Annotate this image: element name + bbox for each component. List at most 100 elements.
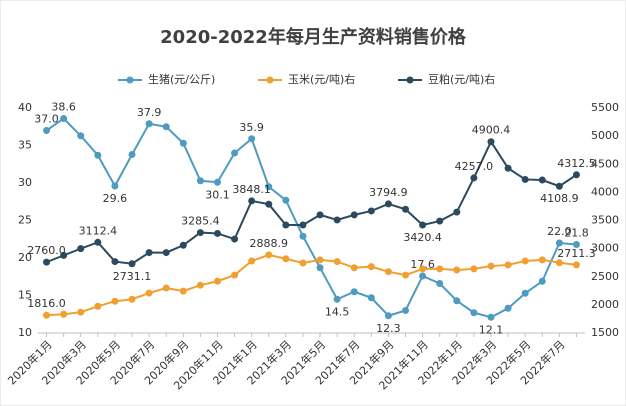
point	[231, 271, 239, 279]
y-tick-label: 10	[18, 326, 32, 339]
y-tick-label: 15	[18, 289, 32, 302]
data-label: 12.1	[479, 323, 504, 336]
point	[196, 177, 204, 185]
point	[111, 297, 119, 305]
data-label: 12.3	[376, 322, 401, 335]
legend-label: 豆粕(元/吨)右	[428, 72, 495, 86]
data-label: 1816.0	[27, 297, 66, 310]
point	[572, 241, 580, 248]
point	[384, 312, 392, 320]
point	[402, 205, 410, 213]
point	[145, 289, 153, 297]
point	[265, 183, 273, 191]
point	[231, 235, 239, 243]
point	[487, 262, 495, 270]
point	[504, 304, 512, 312]
point	[384, 268, 392, 276]
point	[470, 265, 478, 273]
point	[419, 221, 427, 229]
point	[162, 249, 170, 257]
y-tick-label: 25	[18, 214, 32, 227]
point	[282, 196, 290, 204]
point	[453, 266, 461, 274]
point	[367, 207, 375, 215]
point	[504, 164, 512, 172]
point	[213, 178, 221, 186]
point	[128, 151, 136, 158]
y2-tick-label: 2000	[591, 298, 619, 311]
data-label: 21.8	[564, 227, 589, 240]
point	[299, 259, 307, 267]
data-label: 2888.9	[250, 237, 289, 250]
point	[43, 311, 51, 319]
point	[538, 277, 546, 285]
y2-tick-label: 4500	[591, 157, 619, 170]
point	[436, 265, 444, 273]
point	[402, 271, 410, 279]
point	[248, 197, 256, 205]
point	[77, 245, 85, 253]
point	[282, 221, 290, 229]
point	[128, 295, 136, 303]
legend-marker	[266, 76, 274, 84]
point	[453, 297, 461, 305]
data-label: 2760.0	[27, 244, 66, 257]
point	[145, 120, 153, 128]
point	[470, 174, 478, 182]
point	[453, 208, 461, 216]
point	[470, 309, 478, 317]
point	[77, 132, 85, 140]
point	[162, 284, 170, 292]
point	[521, 289, 529, 297]
point	[350, 288, 358, 296]
data-label: 2731.1	[113, 270, 152, 283]
data-label: 4312.5	[557, 157, 596, 170]
data-label: 4900.4	[472, 124, 511, 137]
point	[350, 264, 358, 272]
point	[213, 277, 221, 285]
y-tick-label: 30	[18, 176, 32, 189]
point	[555, 239, 563, 247]
data-label: 37.9	[137, 106, 162, 119]
point	[111, 182, 119, 190]
point	[179, 241, 187, 249]
point	[316, 256, 324, 264]
data-label: 17.6	[410, 258, 435, 271]
point	[94, 238, 102, 246]
y2-tick-label: 2500	[591, 270, 619, 283]
point	[538, 176, 546, 184]
legend-marker	[406, 76, 414, 84]
data-label: 35.9	[239, 121, 264, 134]
point	[402, 307, 410, 314]
point	[367, 263, 375, 271]
y2-tick-label: 3000	[591, 242, 619, 255]
data-label: 37.0	[34, 113, 59, 126]
point	[316, 211, 324, 219]
point	[145, 249, 153, 257]
point	[487, 313, 495, 321]
point	[162, 123, 170, 131]
data-label: 3285.4	[181, 215, 220, 228]
data-label: 22.0	[547, 225, 572, 238]
point	[94, 302, 102, 310]
point	[367, 294, 375, 302]
point	[299, 232, 307, 240]
point	[555, 182, 563, 190]
point	[555, 259, 563, 267]
data-label: 4108.9	[540, 192, 579, 205]
point	[77, 308, 85, 316]
point	[196, 281, 204, 289]
point	[419, 265, 427, 273]
point	[572, 171, 580, 179]
point	[538, 256, 546, 264]
y2-tick-label: 5500	[591, 101, 619, 114]
point	[316, 264, 324, 272]
y2-tick-label: 1500	[591, 326, 619, 339]
point	[43, 127, 51, 134]
data-label: 14.5	[325, 305, 350, 318]
point	[111, 258, 119, 266]
legend-marker	[126, 76, 134, 84]
chart-title: 2020-2022年每月生产资料销售价格	[160, 26, 467, 48]
